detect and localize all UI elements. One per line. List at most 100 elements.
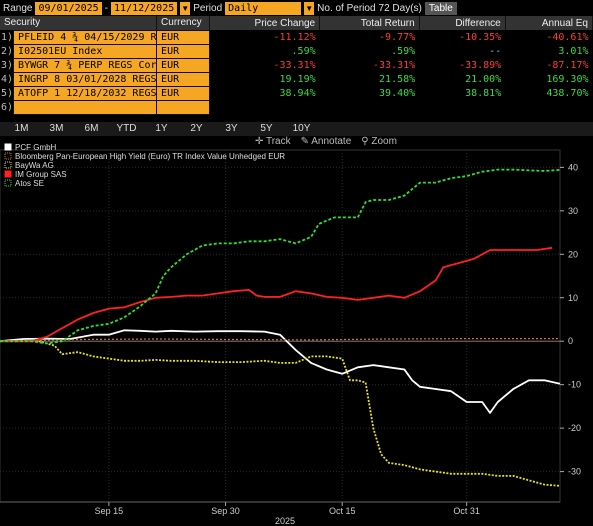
security-field[interactable]: BYWGR 7 ¾ PERP REGS Corp	[13, 57, 158, 73]
legend-swatch	[4, 179, 12, 187]
period-2y[interactable]: 2Y	[190, 123, 203, 134]
col-total-return[interactable]: Total Return	[319, 16, 420, 30]
legend-entry[interactable]: IM Group SAS	[15, 170, 67, 179]
legend-swatch	[4, 161, 12, 169]
price-change-value: .59%	[291, 45, 316, 57]
annual-eq-value: 438.70%	[546, 87, 589, 99]
annual-eq-value: 3.01%	[558, 45, 589, 57]
plot-area	[0, 149, 561, 503]
start-date-field[interactable]: 09/01/2025	[35, 1, 102, 15]
legend-swatch	[4, 170, 12, 178]
annotate-label: Annotate	[311, 136, 352, 147]
difference-value: 38.81%	[465, 87, 502, 99]
table-button[interactable]: Table	[424, 1, 457, 15]
col-annual-eq[interactable]: Annual Eq	[505, 16, 593, 30]
header-bar: Range 09/01/2025 - 11/12/2025 ▼ Period D…	[0, 0, 593, 16]
table-row[interactable]: 2) I02501EU Index EUR .59% .59% -- 3.01%	[0, 43, 593, 59]
series-line-3[interactable]	[0, 246, 553, 343]
price-change-value: -33.31%	[273, 59, 316, 71]
x-tick-label: Sep 15	[95, 506, 124, 516]
y-tick-label: -20	[568, 423, 581, 433]
range-dash: -	[104, 2, 109, 14]
security-field[interactable]: PFLEID 4 ¾ 04/15/2029 REGS	[13, 29, 158, 45]
row-number: 5)	[1, 87, 14, 99]
security-field[interactable]	[13, 99, 158, 115]
period-1y[interactable]: 1Y	[155, 123, 168, 134]
period-dropdown-icon[interactable]: ▼	[304, 1, 315, 15]
period-ytd[interactable]: YTD	[116, 123, 137, 134]
price-change-value: -11.12%	[273, 31, 316, 43]
legend-entry[interactable]: Atos SE	[15, 179, 44, 188]
price-change-value: 38.94%	[279, 87, 316, 99]
annual-eq-value: -40.61%	[546, 31, 589, 43]
col-difference[interactable]: Difference	[419, 16, 506, 30]
annual-eq-value: -87.17%	[546, 59, 589, 71]
legend-entry[interactable]: PCF GmbH	[15, 143, 57, 152]
y-tick-label: 40	[568, 162, 578, 172]
difference-value: --	[489, 45, 502, 57]
annotate-tool[interactable]: ✎ Annotate	[300, 136, 352, 147]
track-tool[interactable]: ✛ Track	[255, 136, 291, 147]
y-tick-label: 20	[568, 249, 578, 259]
legend-entry[interactable]: Bloomberg Pan-European High Yield (Euro)…	[15, 152, 285, 161]
security-field[interactable]: ATOFP 1 12/18/2032 REGS Co	[13, 85, 158, 101]
period-label: Period	[193, 2, 223, 14]
table-row[interactable]: 3) BYWGR 7 ¾ PERP REGS Corp EUR -33.31% -33.…	[0, 57, 593, 73]
y-tick-label: 0	[568, 336, 573, 346]
series-line-1[interactable]	[0, 338, 560, 342]
chart-tools: ✛ Track ✎ Annotate ⚲ Zoom	[255, 136, 397, 147]
no-of-period-label: No. of Period	[317, 2, 376, 14]
difference-value: -33.89%	[459, 59, 502, 71]
y-tick-label: 30	[568, 206, 578, 216]
price-change-value: 19.19%	[279, 73, 316, 85]
period-select[interactable]: Daily	[225, 1, 302, 15]
period-1m[interactable]: 1M	[14, 123, 29, 134]
y-tick-label: -10	[568, 380, 581, 390]
annual-eq-value: 169.30%	[546, 73, 589, 85]
zoom-tool[interactable]: ⚲ Zoom	[361, 136, 397, 147]
period-6m[interactable]: 6M	[84, 123, 99, 134]
col-security[interactable]: Security	[0, 16, 158, 30]
col-price-change[interactable]: Price Change	[209, 16, 321, 30]
range-label: Range	[3, 2, 33, 14]
total-return-value: -33.31%	[373, 59, 416, 71]
zoom-label: Zoom	[371, 136, 397, 147]
row-number: 4)	[1, 73, 14, 85]
legend-swatch	[4, 152, 12, 160]
total-return-value: -9.77%	[379, 31, 416, 43]
calendar-dropdown-icon[interactable]: ▼	[180, 1, 191, 15]
currency-field[interactable]: EUR	[156, 29, 211, 45]
currency-field[interactable]: EUR	[156, 71, 211, 87]
currency-field[interactable]: EUR	[156, 85, 211, 101]
period-5y[interactable]: 5Y	[260, 123, 273, 134]
row-number: 6)	[1, 101, 14, 113]
table-row[interactable]: 5)ATOFP 1 12/18/2032 REGS CoEUR 38.94% 39.…	[0, 85, 593, 101]
x-tick-label: Oct 15	[329, 506, 356, 516]
row-number: 1)	[1, 31, 14, 43]
total-return-value: 39.40%	[379, 87, 416, 99]
period-buttons: 1M 3M 6M YTD 1Y 2Y 3Y 5Y 10Y	[0, 122, 593, 136]
period-3y[interactable]: 3Y	[225, 123, 238, 134]
series-line-0[interactable]	[0, 329, 561, 414]
series-line-4[interactable]	[0, 168, 561, 345]
x-tick-label: Oct 31	[453, 506, 480, 516]
security-field[interactable]: I02501EU Index	[13, 43, 158, 59]
end-date-field[interactable]: 11/12/2025	[111, 1, 178, 15]
total-return-value: .59%	[391, 45, 416, 57]
period-10y[interactable]: 10Y	[292, 123, 311, 134]
series-line-2[interactable]	[0, 340, 561, 487]
col-currency[interactable]: Currency	[156, 16, 211, 30]
securities-table: Security Currency Price Change Total Ret…	[0, 16, 593, 115]
empty-table-row[interactable]: 6)	[0, 99, 593, 115]
period-3m[interactable]: 3M	[49, 123, 64, 134]
currency-field[interactable]: EUR	[156, 57, 211, 73]
currency-field[interactable]	[156, 99, 211, 115]
difference-value: 21.00%	[465, 73, 502, 85]
row-number: 2)	[1, 45, 14, 57]
track-label: Track	[265, 136, 291, 147]
x-axis-label: 2025	[275, 516, 295, 526]
x-tick-label: Sep 30	[211, 506, 240, 516]
legend-entry[interactable]: BayWa AG	[15, 161, 54, 170]
